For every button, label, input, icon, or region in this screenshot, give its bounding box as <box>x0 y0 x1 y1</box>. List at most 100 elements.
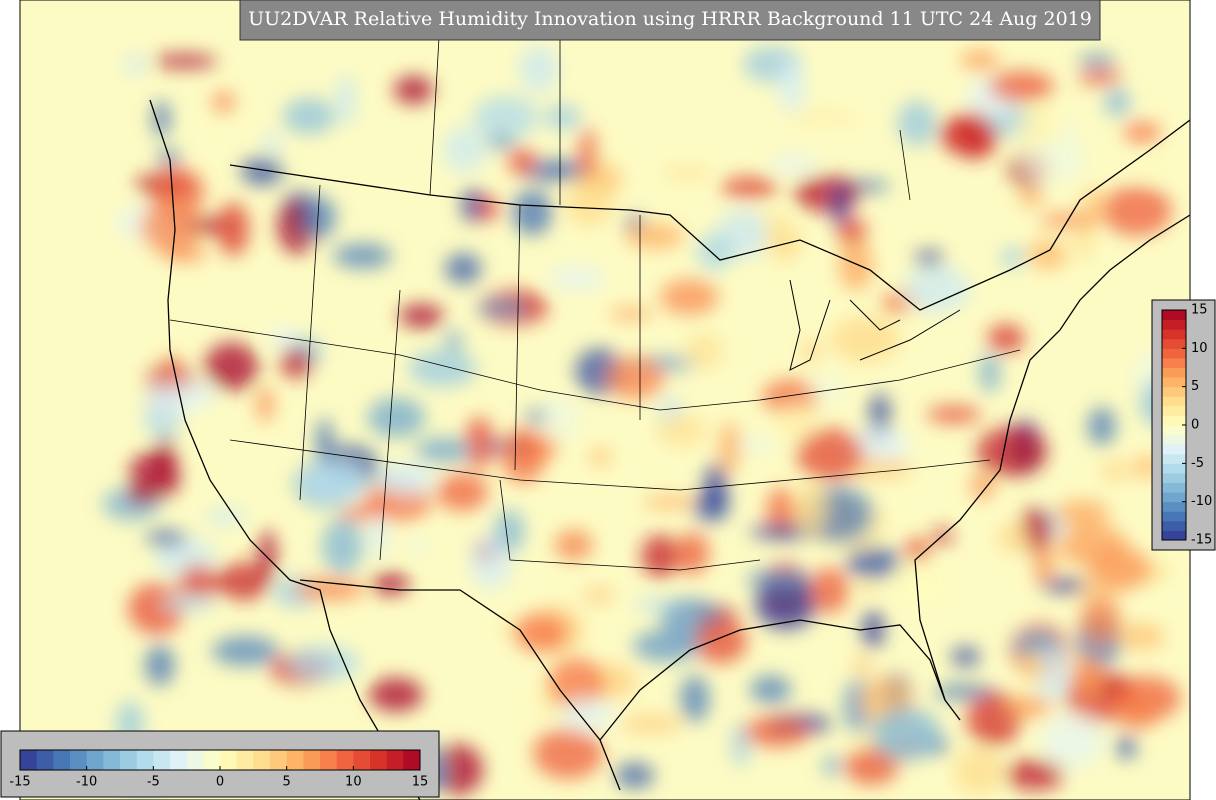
field-blob <box>1077 54 1117 68</box>
colorbar-segment <box>86 750 104 770</box>
field-blob <box>513 613 568 652</box>
field-blob <box>884 298 902 312</box>
field-blob <box>128 582 185 635</box>
field-blob <box>287 645 360 682</box>
field-blob <box>338 507 380 521</box>
field-blob <box>145 530 187 547</box>
field-blob <box>1027 240 1068 270</box>
field-blob <box>680 675 710 723</box>
field-blob <box>655 413 708 448</box>
field-blob <box>217 202 250 256</box>
field-blob <box>1033 544 1056 586</box>
field-blob <box>1087 407 1116 446</box>
field-blob <box>300 461 368 504</box>
field-blob <box>589 447 612 467</box>
colorbar-segment <box>1162 520 1186 531</box>
field-blob <box>152 100 171 138</box>
field-blob <box>565 181 614 227</box>
field-blob <box>1115 691 1160 730</box>
field-blob <box>615 762 655 789</box>
field-blob <box>336 74 356 126</box>
colorbar-segment <box>236 750 254 770</box>
colorbar-segment <box>70 750 88 770</box>
field-blob <box>721 176 778 199</box>
field-blob <box>625 223 685 249</box>
colorbar-segment <box>1162 511 1186 522</box>
field-blob <box>445 330 463 352</box>
field-blob <box>583 587 615 604</box>
colorbar-segment <box>53 750 71 770</box>
colorbar-segment <box>1162 386 1186 397</box>
field-blob <box>830 183 850 226</box>
colorbar-segment <box>1162 434 1186 445</box>
colorbar-segment <box>1162 377 1186 388</box>
colorbar-segment <box>120 750 138 770</box>
field-blob <box>1005 695 1053 719</box>
field-blob <box>443 127 487 173</box>
field-blob <box>1123 121 1161 143</box>
colorbar-segment <box>1162 357 1186 368</box>
colorbar-segment <box>1162 463 1186 474</box>
field-blob <box>643 495 698 510</box>
field-blob <box>494 509 525 553</box>
field-blob <box>533 395 582 440</box>
field-blob <box>1123 161 1175 180</box>
colorbar-tick-label: 15 <box>1191 303 1208 318</box>
colorbar-tick-label: -10 <box>1191 494 1212 509</box>
field-blob <box>830 316 901 363</box>
field-blob <box>661 166 714 180</box>
field-blob <box>519 45 559 93</box>
field-blob <box>746 570 813 590</box>
field-blob <box>282 97 336 135</box>
field-blob <box>521 159 594 182</box>
field-blob <box>846 458 913 479</box>
field-blob <box>823 755 840 777</box>
field-blob <box>1089 547 1152 591</box>
field-blob <box>838 240 873 291</box>
field-blob <box>750 675 792 704</box>
field-blob <box>145 644 175 686</box>
colorbar-segment <box>1162 310 1186 321</box>
field-blob <box>558 697 615 732</box>
colorbar-segment <box>1162 396 1186 407</box>
field-blob <box>926 405 982 424</box>
boundaries <box>149 19 1190 800</box>
field-blob <box>547 657 605 710</box>
atlantic-coast <box>914 214 1190 701</box>
field-blob <box>205 508 247 525</box>
field-blob <box>381 462 435 497</box>
colorbar-tick-label: 10 <box>345 775 362 790</box>
field-blob <box>801 338 821 364</box>
field-blob <box>280 347 313 379</box>
field-blob <box>794 175 861 213</box>
gulf-coast <box>599 619 961 741</box>
field-blob <box>321 518 364 574</box>
colorbar-segment <box>320 750 338 770</box>
colorbar-segment <box>353 750 371 770</box>
field-blob <box>730 439 779 452</box>
field-blob <box>660 279 719 316</box>
field-blob <box>989 70 1054 103</box>
field-blob <box>856 581 879 596</box>
field-blob <box>533 728 603 779</box>
field-blob <box>703 462 728 514</box>
field-blob <box>914 250 945 266</box>
field-blob <box>393 75 434 105</box>
colorbar-segment <box>303 750 321 770</box>
field-blob <box>578 127 597 180</box>
colorbar-segment <box>270 750 288 770</box>
colorbar-horizontal: -15 -10 -5 0 5 10 15 <box>9 749 428 790</box>
field-blob <box>216 562 271 601</box>
field-blob <box>211 636 279 666</box>
field-blob <box>1021 649 1044 684</box>
field-blob <box>212 91 235 114</box>
field-blob <box>1082 186 1107 221</box>
field-blob <box>293 577 365 601</box>
colorbar-segment <box>153 750 171 770</box>
colorbar-segment <box>186 750 204 770</box>
field-blob <box>1101 459 1129 483</box>
field-blob <box>1102 185 1172 236</box>
field-blob <box>1020 139 1085 184</box>
field-blob <box>262 132 282 157</box>
title-box <box>239 0 1101 41</box>
